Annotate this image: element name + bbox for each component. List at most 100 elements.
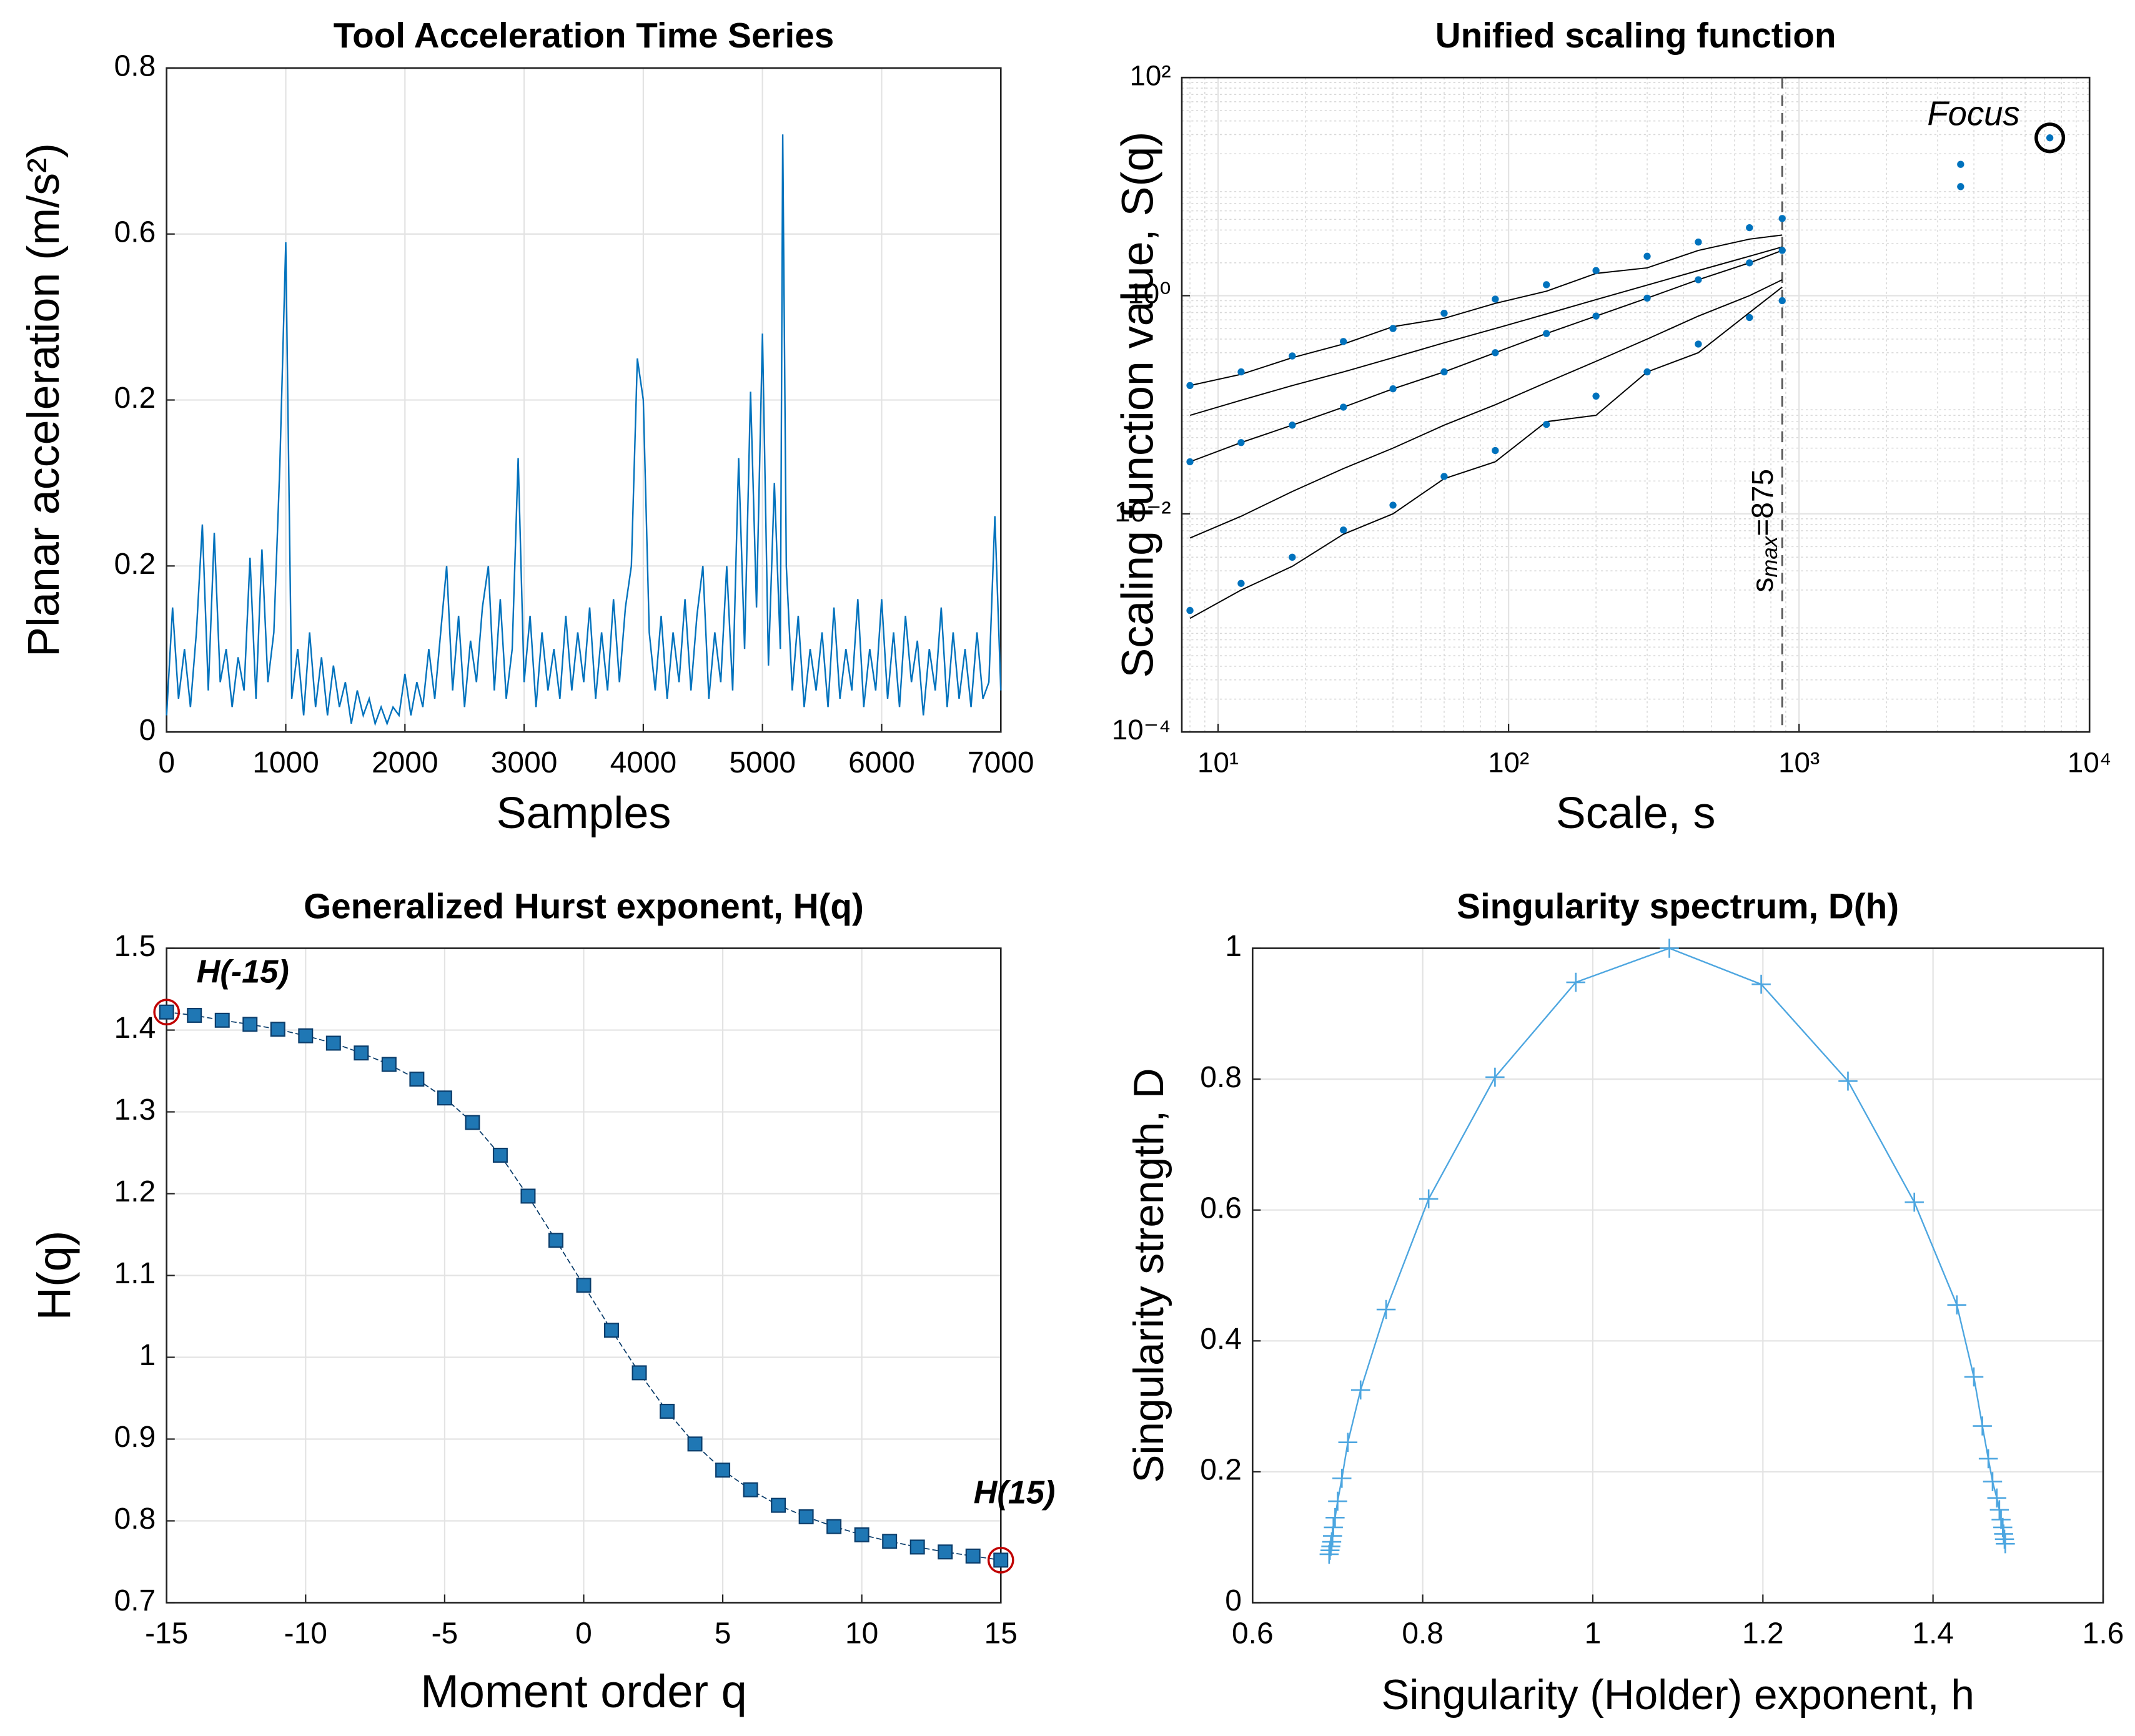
- data-point: [1322, 1532, 1342, 1552]
- x-tick-label: 10³: [1778, 746, 1820, 778]
- data-point: [1751, 974, 1771, 994]
- data-point: [1543, 281, 1550, 289]
- data-point: [1978, 1449, 1998, 1469]
- data-point: [2046, 134, 2054, 142]
- data-point: [1492, 349, 1499, 357]
- y-axis-label: H(q): [28, 1231, 80, 1321]
- data-point: [1957, 183, 1964, 190]
- data-point: [354, 1045, 369, 1061]
- data-point: [660, 1403, 675, 1419]
- data-point: [1389, 325, 1397, 332]
- annotation: H(-15): [197, 954, 289, 990]
- y-tick-label: 0.2: [114, 382, 156, 415]
- data-point: [1289, 553, 1296, 561]
- data-point: [325, 1035, 341, 1051]
- annotation: H(15): [974, 1475, 1056, 1511]
- data-point: [270, 1022, 285, 1037]
- x-tick-label: 6000: [848, 746, 915, 779]
- data-point: [1996, 1534, 2015, 1554]
- x-tick-label: 15: [984, 1617, 1018, 1650]
- data-point: [465, 1115, 480, 1130]
- data-point: [1340, 403, 1347, 411]
- y-tick-label: 0.8: [1200, 1061, 1242, 1094]
- data-point: [242, 1017, 258, 1032]
- chart-title: Tool Acceleration Time Series: [334, 16, 834, 56]
- data-point: [993, 1552, 1009, 1568]
- data-point: [1328, 1491, 1347, 1511]
- x-tick-label: 0: [575, 1617, 592, 1650]
- x-tick-label: 1: [1585, 1617, 1602, 1650]
- data-point: [492, 1147, 508, 1163]
- data-point: [1350, 1380, 1370, 1400]
- y-tick-label: 1.1: [114, 1257, 156, 1290]
- data-point: [1973, 1416, 1992, 1436]
- data-point: [437, 1090, 452, 1106]
- axes-box: [1181, 76, 2091, 733]
- y-tick-label: 10²: [1129, 59, 1171, 91]
- data-point: [1989, 1500, 2009, 1519]
- data-point: [826, 1519, 842, 1534]
- data-line: [1189, 279, 1783, 539]
- x-tick-label: 0.8: [1402, 1617, 1444, 1650]
- y-tick-label: 0.7: [114, 1584, 156, 1617]
- x-tick-label: 1.2: [1742, 1617, 1784, 1650]
- y-tick-label: 0.9: [114, 1421, 156, 1454]
- y-tick-label: 0.8: [114, 50, 156, 83]
- data-point: [1321, 1537, 1340, 1556]
- data-point: [1778, 215, 1786, 222]
- data-point: [1186, 458, 1194, 466]
- data-point: [1695, 276, 1702, 284]
- x-tick-label: 10²: [1488, 746, 1529, 778]
- y-tick-label: 10⁻⁴: [1112, 714, 1171, 746]
- x-tick-label: 1.6: [2083, 1617, 2124, 1650]
- focus-ring: [2034, 122, 2066, 154]
- data-point: [1320, 1541, 1340, 1560]
- chart-panel: -15 -10 -5 0 5 10 15 0.7 0.8 0.9 1 1.1 1.2 1.3 1.4 1.5 G…: [28, 887, 1055, 1717]
- x-tick-label: 5: [715, 1617, 731, 1650]
- x-axis-label: Scale, s: [1556, 788, 1716, 838]
- data-point: [1987, 1488, 2007, 1508]
- data-point: [1332, 1469, 1352, 1488]
- y-tick-label: 1.4: [114, 1012, 156, 1045]
- data-line: [1189, 286, 1783, 619]
- y-tick-label: 10⁻²: [1114, 496, 1171, 528]
- data-point: [159, 1004, 174, 1020]
- chart-title: Unified scaling function: [1435, 16, 1836, 56]
- y-axis-label: Scaling function value, S(q): [1113, 132, 1163, 678]
- x-tick-label: 7000: [968, 746, 1034, 779]
- data-point: [1237, 439, 1245, 446]
- data-point: [1643, 252, 1651, 260]
- data-point: [1947, 1295, 1967, 1314]
- x-tick-label: 10¹: [1197, 746, 1239, 778]
- chart-panel: 0.6 0.8 1 1.2 1.4 1.6 0 0.2 0.4 0.6 0.8 1 Singularit…: [1126, 887, 2124, 1719]
- chart-panel: 10¹ 10² 10³ 10⁴ 10⁻⁴ 10⁻² 10⁰ 10² Unified scalin…: [1112, 16, 2112, 838]
- data-point: [1376, 1300, 1396, 1319]
- y-tick-label: 0.6: [1200, 1191, 1242, 1225]
- axes-box: [166, 67, 1002, 733]
- data-point: [1492, 446, 1499, 455]
- data-point: [1592, 312, 1600, 320]
- data-point: [1838, 1072, 1858, 1091]
- plot-area: [1182, 77, 2090, 732]
- data-point: [854, 1527, 869, 1542]
- x-tick-label: 10: [845, 1617, 878, 1650]
- data-point: [965, 1548, 981, 1564]
- data-point: [1643, 294, 1651, 302]
- data-point: [798, 1509, 814, 1524]
- data-point: [1485, 1067, 1505, 1087]
- reference-label-part: =875: [1746, 469, 1780, 536]
- data-point: [1389, 385, 1397, 393]
- reference-label: smax=875: [1746, 469, 1782, 593]
- data-point: [1289, 422, 1296, 429]
- data-point: [1695, 340, 1702, 348]
- data-point: [1492, 295, 1499, 303]
- data-point: [1440, 309, 1448, 317]
- y-tick-label: 0.2: [114, 548, 156, 581]
- data-point: [381, 1057, 397, 1072]
- x-axis-label: Samples: [497, 788, 671, 838]
- y-tick-label: 0: [139, 714, 156, 747]
- data-point: [1566, 972, 1585, 992]
- data-point: [882, 1534, 898, 1549]
- data-point: [771, 1497, 786, 1513]
- y-tick-label: 10⁰: [1127, 278, 1171, 310]
